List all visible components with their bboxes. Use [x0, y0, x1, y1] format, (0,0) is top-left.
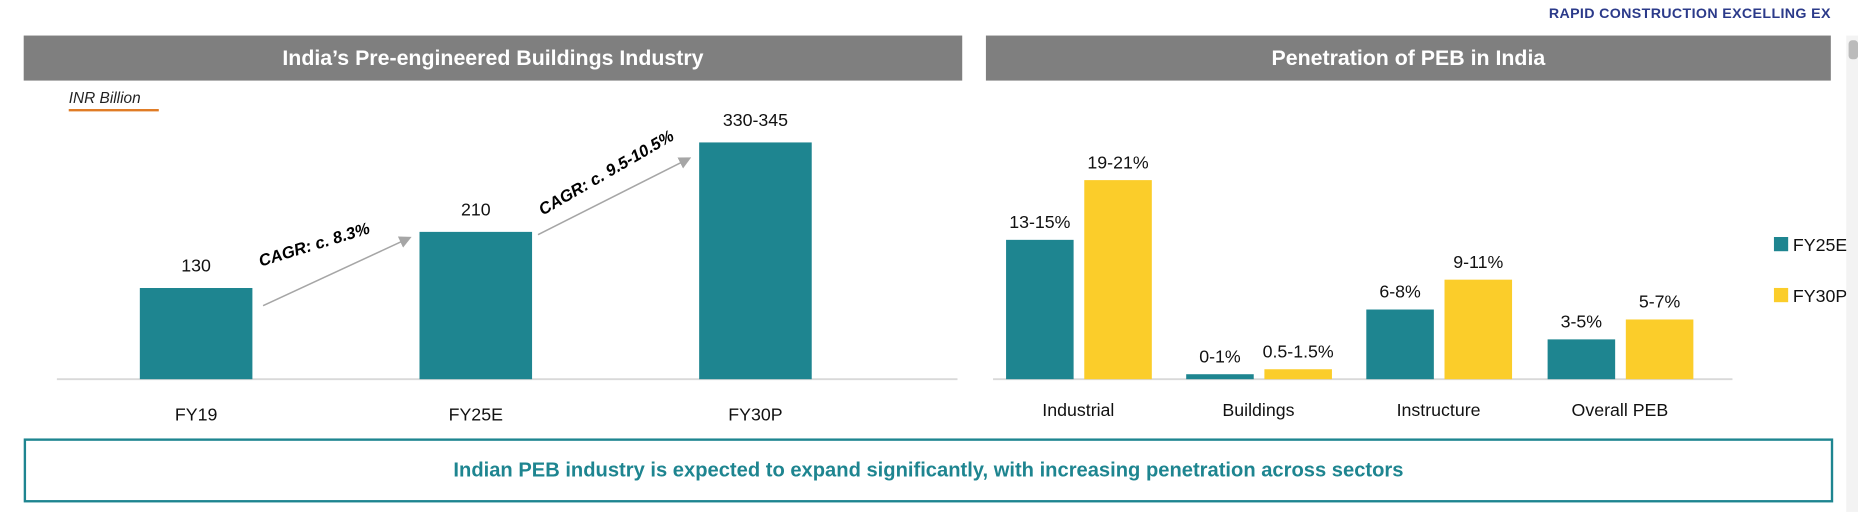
company-logo: RAPID CONSTRUCTION EXCELLING EX	[1548, 4, 1831, 22]
data-label: 130	[181, 255, 211, 275]
category-label: Overall PEB	[1572, 400, 1669, 420]
legend-label: FY30P	[1793, 286, 1847, 306]
bar-fy30p	[699, 142, 812, 380]
cagr-annotation: CAGR: c. 9.5-10.5%	[535, 126, 677, 219]
category-label: FY30P	[728, 405, 782, 425]
cagr-arrow	[262, 236, 412, 307]
data-label: 330-345	[723, 110, 788, 130]
bar-fy30p-industrial	[1084, 180, 1152, 380]
data-label: 3-5%	[1561, 312, 1603, 332]
data-label: 19-21%	[1087, 152, 1148, 172]
summary-box: Indian PEB industry is expected to expan…	[23, 438, 1834, 503]
category-label: FY19	[175, 405, 218, 425]
category-label: FY25E	[449, 405, 503, 425]
bar-fy25e-buildings	[1186, 374, 1254, 380]
bar-fy19	[139, 288, 253, 380]
category-label: Buildings	[1222, 400, 1294, 420]
legend-swatch-fy30p	[1773, 287, 1789, 303]
bar-fy25e-instructure	[1366, 309, 1434, 380]
data-label: 5-7%	[1639, 292, 1681, 312]
legend-label: FY25E	[1793, 235, 1847, 255]
legend-swatch-fy25e	[1773, 236, 1789, 252]
cagr-arrow	[537, 157, 692, 236]
data-label: 0-1%	[1199, 346, 1241, 366]
right-chart-title: Penetration of PEB in India	[985, 35, 1831, 81]
data-label: 13-15%	[1009, 212, 1070, 232]
scrollbar-thumb[interactable]	[1848, 40, 1858, 60]
bar-fy25e-industrial	[1006, 239, 1074, 380]
bar-fy30p-buildings	[1264, 369, 1332, 380]
category-label: Instructure	[1397, 400, 1481, 420]
summary-text: Indian PEB industry is expected to expan…	[453, 458, 1404, 482]
data-label: 9-11%	[1453, 252, 1503, 272]
data-label: 210	[461, 199, 491, 219]
bar-fy30p-overall-peb	[1625, 319, 1694, 380]
bar-fy30p-instructure	[1444, 279, 1513, 380]
scrollbar-track[interactable]	[1846, 35, 1858, 512]
unit-underline	[68, 109, 159, 112]
category-label: Industrial	[1042, 400, 1114, 420]
bar-fy25e	[419, 231, 533, 380]
left-chart-title: India’s Pre-engineered Buildings Industr…	[23, 35, 963, 81]
data-label: 6-8%	[1379, 282, 1421, 302]
unit-label: INR Billion	[68, 88, 141, 107]
bar-fy25e-overall-peb	[1547, 339, 1616, 380]
data-label: 0.5-1.5%	[1263, 341, 1334, 361]
